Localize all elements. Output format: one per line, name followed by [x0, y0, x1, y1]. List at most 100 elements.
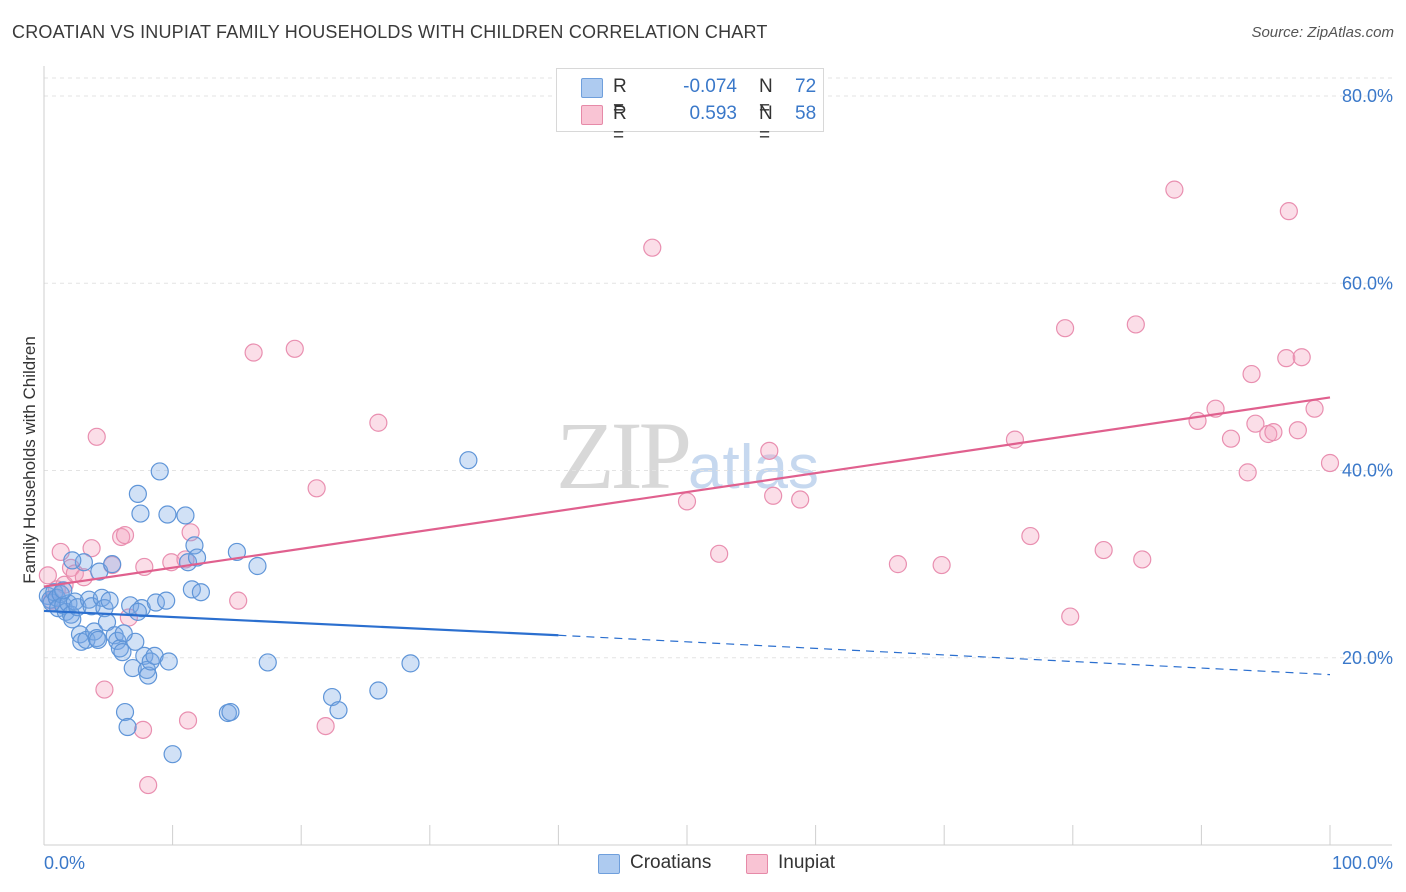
- croatians-point: [123, 658, 142, 678]
- inupiat-point: [932, 555, 951, 575]
- inupiat-point: [176, 550, 195, 569]
- croatians-point: [159, 652, 178, 671]
- inupiat-point: [244, 343, 263, 362]
- inupiat-point: [1305, 399, 1324, 418]
- legend-n-value: 72: [795, 76, 817, 97]
- croatians-point: [128, 484, 147, 504]
- croatians-point: [187, 548, 207, 567]
- inupiat-point: [139, 775, 158, 795]
- croatians-point: [88, 630, 108, 650]
- croatians-point: [459, 451, 478, 470]
- croatians-point: [369, 681, 388, 700]
- bottom-legend-swatch-inupiat: [746, 854, 768, 874]
- inupiat-point: [316, 716, 335, 736]
- x-tick-label: 100.0%: [1332, 853, 1393, 873]
- croatians-point: [63, 551, 82, 570]
- inupiat-point: [1320, 453, 1340, 473]
- croatians-point: [401, 654, 420, 673]
- y-tick-label: 80.0%: [1342, 86, 1393, 106]
- bottom-legend-label-inupiat: Inupiat: [778, 852, 836, 873]
- inupiat-point: [710, 544, 729, 563]
- inupiat-point: [791, 490, 810, 509]
- croatians-trend-extension: [558, 634, 1331, 676]
- watermark-zip: ZIP: [556, 402, 692, 509]
- legend-r-value: 0.593: [689, 103, 737, 124]
- inupiat-point: [307, 479, 326, 498]
- croatians-point: [114, 624, 133, 643]
- inupiat-point: [115, 526, 135, 545]
- inupiat-point: [1238, 463, 1257, 482]
- croatians-point: [176, 506, 195, 525]
- croatians-point: [108, 631, 127, 650]
- inupiat-point: [87, 427, 106, 446]
- inupiat-trend-line: [43, 396, 1331, 588]
- croatians-point: [128, 602, 147, 621]
- chart-source: Source: ZipAtlas.com: [1251, 24, 1394, 41]
- inupiat-point: [82, 539, 101, 558]
- bottom-legend-swatch-croatians: [598, 854, 620, 874]
- legend-n-label: N =: [759, 76, 773, 119]
- croatians-point: [103, 555, 122, 574]
- croatians-point: [150, 462, 169, 481]
- watermark-atlas: atlas: [688, 433, 819, 502]
- inupiat-point: [643, 238, 662, 257]
- croatians-point: [329, 701, 348, 720]
- inupiat-point: [760, 441, 779, 460]
- inupiat-point: [1242, 364, 1261, 384]
- croatians-point: [139, 666, 158, 685]
- legend-r-label: R =: [613, 76, 627, 119]
- croatians-point: [118, 717, 137, 737]
- croatians-point: [158, 505, 177, 524]
- inupiat-point: [95, 680, 114, 699]
- inupiat-point: [1279, 202, 1298, 221]
- correlation-legend: R = -0.074 N = 72 R = 0.593 N = 58: [556, 68, 824, 146]
- croatians-point: [113, 643, 132, 662]
- inupiat-point: [1094, 540, 1113, 560]
- croatians-point: [54, 581, 73, 600]
- legend-r-label: R =: [613, 103, 627, 146]
- croatians-point: [131, 504, 150, 523]
- watermark: ZIPatlas: [556, 400, 819, 511]
- inupiat-point: [1221, 429, 1241, 448]
- inupiat-point: [1292, 348, 1311, 367]
- inupiat-point: [133, 720, 153, 739]
- inupiat-point: [1288, 421, 1307, 440]
- inupiat-point: [178, 711, 198, 730]
- inupiat-point: [1055, 319, 1075, 338]
- croatians-point: [74, 553, 93, 572]
- inupiat-point: [369, 413, 388, 432]
- croatians-point: [227, 542, 246, 562]
- x-tick-label: 0.0%: [44, 853, 85, 873]
- inupiat-point: [1126, 315, 1145, 334]
- inupiat-point: [677, 492, 697, 511]
- inupiat-point: [1246, 414, 1265, 433]
- y-tick-label: 60.0%: [1342, 273, 1393, 293]
- inupiat-point: [229, 591, 248, 610]
- inupiat-point: [764, 486, 783, 505]
- y-axis-label: Family Households with Children: [20, 336, 39, 584]
- legend-n-label: N =: [759, 103, 773, 146]
- legend-n-value: 58: [795, 103, 817, 124]
- croatians-point: [137, 660, 156, 680]
- legend-swatch-croatians: [581, 78, 603, 98]
- inupiat-point: [1188, 411, 1207, 430]
- inupiat-point: [1133, 550, 1152, 569]
- legend-r-value: -0.074: [683, 76, 737, 97]
- inupiat-point: [1264, 423, 1283, 442]
- legend-swatch-inupiat: [581, 105, 603, 125]
- croatians-point: [258, 653, 277, 672]
- inupiat-point: [1021, 526, 1040, 546]
- inupiat-point: [1165, 180, 1184, 199]
- croatians-point: [163, 745, 182, 764]
- bottom-legend-label-croatians: Croatians: [630, 852, 712, 873]
- inupiat-point: [888, 555, 908, 574]
- croatians-point: [248, 556, 267, 576]
- croatians-point: [157, 591, 176, 610]
- croatians-trend-line: [43, 609, 559, 637]
- chart-title: CROATIAN VS INUPIAT FAMILY HOUSEHOLDS WI…: [12, 22, 768, 42]
- y-tick-label: 40.0%: [1342, 461, 1393, 481]
- croatians-point: [100, 591, 119, 610]
- inupiat-point: [285, 339, 304, 358]
- croatians-point: [221, 702, 240, 722]
